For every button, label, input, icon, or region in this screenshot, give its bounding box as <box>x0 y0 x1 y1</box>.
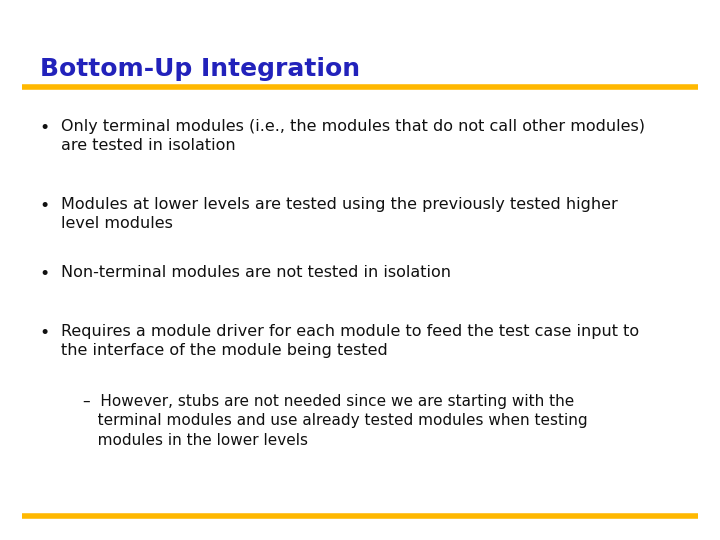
Text: –  However, stubs are not needed since we are starting with the
   terminal modu: – However, stubs are not needed since we… <box>83 394 588 448</box>
Text: •: • <box>40 197 50 215</box>
Text: Modules at lower levels are tested using the previously tested higher
level modu: Modules at lower levels are tested using… <box>61 197 618 231</box>
Text: Bottom-Up Integration: Bottom-Up Integration <box>40 57 360 80</box>
Text: Only terminal modules (i.e., the modules that do not call other modules)
are tes: Only terminal modules (i.e., the modules… <box>61 119 645 153</box>
Text: •: • <box>40 324 50 342</box>
Text: Non-terminal modules are not tested in isolation: Non-terminal modules are not tested in i… <box>61 265 451 280</box>
Text: •: • <box>40 119 50 137</box>
Text: Requires a module driver for each module to feed the test case input to
the inte: Requires a module driver for each module… <box>61 324 639 358</box>
Text: •: • <box>40 265 50 282</box>
